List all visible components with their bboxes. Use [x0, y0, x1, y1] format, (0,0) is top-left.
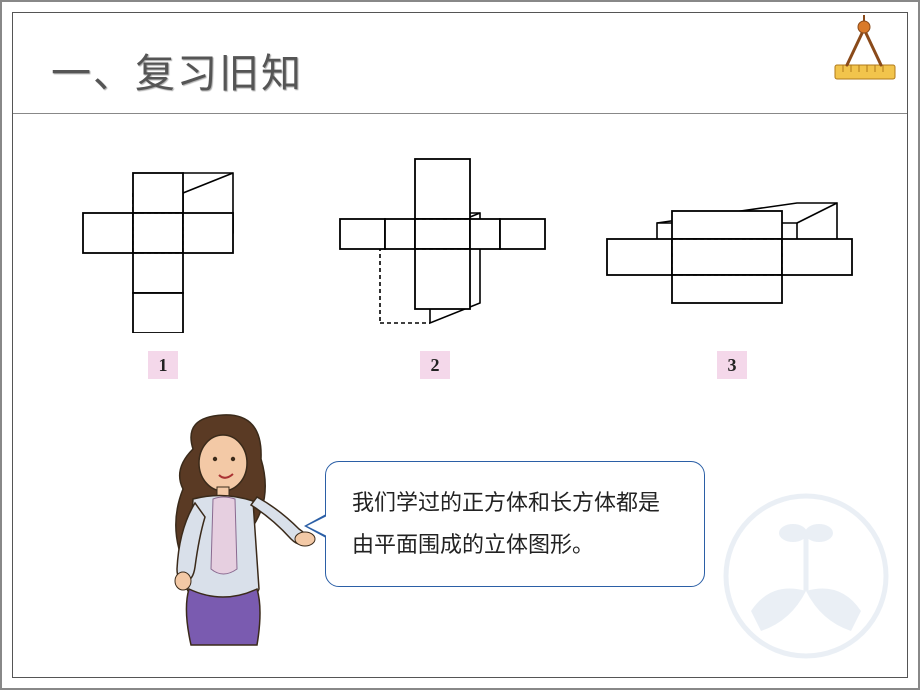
- diagram-label-2: 2: [420, 351, 450, 379]
- slide-title: 一、复习旧知: [51, 41, 303, 99]
- diagram-1: 1: [53, 163, 273, 379]
- slide-inner: 一、复习旧知: [12, 12, 908, 678]
- diagram-3: 3: [597, 193, 867, 379]
- title-divider: [13, 113, 907, 114]
- compass-ruler-icon: [829, 15, 899, 85]
- diagram-2: 2: [320, 153, 550, 379]
- diagrams-row: 1: [53, 153, 867, 379]
- watermark-icon: [721, 491, 891, 661]
- slide: 一、复习旧知: [0, 0, 920, 690]
- diagram-label-3: 3: [717, 351, 747, 379]
- teacher-illustration: [123, 409, 323, 649]
- diagram-label-1: 1: [148, 351, 178, 379]
- bubble-text: 我们学过的正方体和长方体都是由平面围成的立体图形。: [352, 490, 660, 557]
- speech-bubble: 我们学过的正方体和长方体都是由平面围成的立体图形。: [325, 461, 705, 587]
